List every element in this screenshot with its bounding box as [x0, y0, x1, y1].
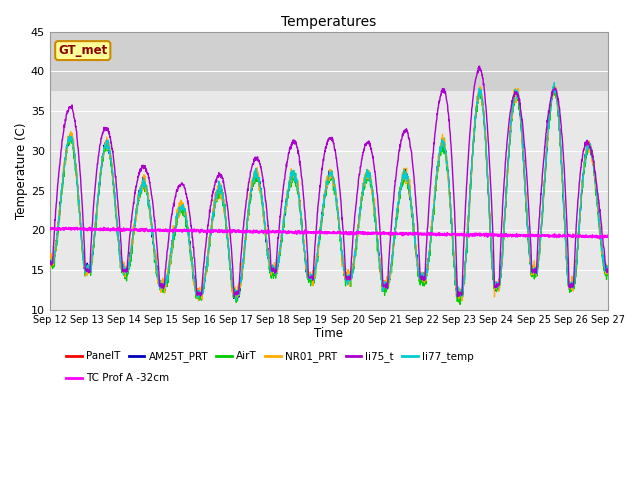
Bar — [50, 32, 608, 91]
Title: Temperatures: Temperatures — [281, 15, 376, 29]
Y-axis label: Temperature (C): Temperature (C) — [15, 122, 28, 219]
X-axis label: Time: Time — [314, 327, 344, 340]
Text: GT_met: GT_met — [58, 44, 108, 57]
Legend: TC Prof A -32cm: TC Prof A -32cm — [66, 373, 169, 384]
